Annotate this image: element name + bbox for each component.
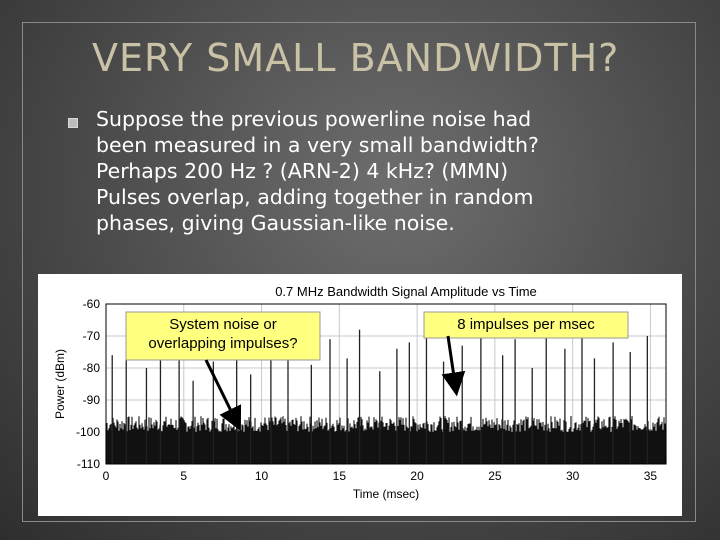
x-tick-label: 5 — [180, 469, 187, 483]
y-tick-label: -70 — [83, 329, 101, 343]
x-tick-label: 20 — [410, 469, 424, 483]
annotation: 8 impulses per msec — [423, 311, 629, 397]
square-bullet-icon — [68, 118, 78, 128]
slide-frame — [22, 22, 696, 522]
x-tick-label: 35 — [644, 469, 658, 483]
x-tick-label: 30 — [566, 469, 580, 483]
annotation: System noise or overlapping impulses? — [125, 311, 321, 431]
bullet-text: Suppose the previous powerline noise had… — [96, 106, 696, 236]
y-tick-label: -80 — [83, 361, 101, 375]
y-tick-label: -90 — [83, 393, 101, 407]
bullet-line: phases, giving Gaussian-like noise. — [96, 211, 455, 235]
chart-title: 0.7 MHz Bandwidth Signal Amplitude vs Ti… — [275, 284, 537, 299]
chart-container: 0 5 10 15 20 25 30 35 -60 -70 -80 -90 -100 -110 0.7 M… — [38, 274, 682, 516]
y-tick-label: -60 — [83, 297, 101, 311]
annotation-box — [423, 311, 629, 339]
annotation-box — [125, 311, 321, 361]
amplitude-chart: 0 5 10 15 20 25 30 35 -60 -70 -80 -90 -100 -110 0.7 M… — [53, 284, 667, 501]
x-tick-label: 15 — [333, 469, 347, 483]
y-tick-label: -110 — [77, 457, 100, 471]
slide-title: VERY SMALL BANDWIDTH? — [92, 36, 620, 80]
bullet-line: been measured in a very small bandwidth? — [96, 133, 539, 157]
x-tick-label: 0 — [103, 469, 110, 483]
annotation-text: overlapping impulses? — [148, 335, 297, 352]
annotation-text: System noise or — [169, 316, 277, 333]
annotation-text: 8 impulses per msec — [457, 316, 595, 333]
plot-border — [105, 303, 667, 465]
x-tick-label: 25 — [488, 469, 502, 483]
bullet-line: Suppose the previous powerline noise had — [96, 107, 532, 131]
bullet-line: Perhaps 200 Hz ? (ARN-2) 4 kHz? (MMN) — [96, 159, 509, 183]
y-tick-label: -100 — [76, 425, 100, 439]
annotation-arrow — [441, 335, 466, 397]
bullet-line: Pulses overlap, adding together in rando… — [96, 185, 534, 209]
x-axis-label: Time (msec) — [353, 487, 419, 501]
x-tick-label: 10 — [255, 469, 269, 483]
annotation-arrow — [204, 359, 242, 431]
y-axis-label: Power (dBm) — [53, 349, 67, 419]
